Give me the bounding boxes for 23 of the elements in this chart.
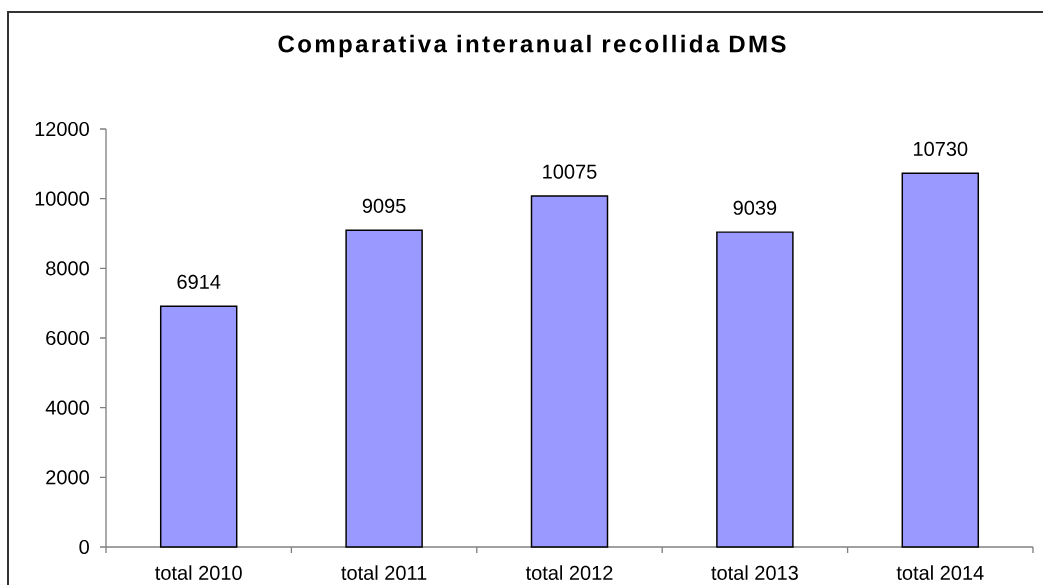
bar — [716, 231, 794, 548]
x-tick-label: total 2013 — [711, 565, 798, 580]
bar — [159, 305, 238, 548]
y-tick-label: 0 — [79, 539, 89, 555]
data-label: 9095 — [362, 198, 406, 213]
x-tick-label: total 2014 — [896, 565, 984, 580]
bar — [901, 172, 980, 548]
y-tick-label: 4000 — [45, 400, 89, 415]
y-tick-label: 2000 — [46, 470, 89, 485]
bar — [345, 229, 423, 548]
y-tick-label: 10000 — [35, 191, 89, 206]
x-tick-label: total 2011 — [341, 565, 427, 580]
data-label: 6914 — [177, 274, 221, 289]
y-tick-label: 12000 — [35, 121, 89, 137]
data-label: 10075 — [543, 164, 597, 179]
x-tick-label: total 2010 — [155, 565, 242, 580]
y-tick-label: 8000 — [46, 261, 89, 276]
data-label: 10730 — [914, 141, 968, 156]
chart-title: Comparativa interanual recollida DMS — [278, 34, 786, 58]
bar — [530, 195, 609, 548]
data-label: 9039 — [733, 200, 777, 215]
x-tick-label: total 2012 — [525, 565, 613, 580]
y-tick-label: 6000 — [46, 330, 89, 346]
